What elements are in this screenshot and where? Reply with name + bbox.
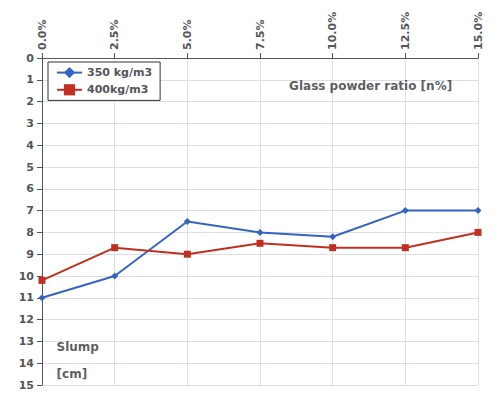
svg-text:10.0%: 10.0%: [326, 12, 339, 50]
svg-text:0: 0: [26, 52, 34, 65]
svg-text:8: 8: [26, 226, 34, 239]
svg-text:1: 1: [26, 73, 34, 86]
svg-text:3: 3: [26, 117, 34, 130]
svg-text:12.5%: 12.5%: [399, 12, 412, 50]
svg-text:15: 15: [19, 379, 34, 392]
svg-text:6: 6: [26, 182, 34, 195]
svg-text:7.5%: 7.5%: [254, 19, 267, 50]
svg-text:Glass powder ratio [n%]: Glass powder ratio [n%]: [289, 79, 452, 93]
svg-text:5.0%: 5.0%: [181, 19, 194, 50]
svg-text:5: 5: [26, 161, 34, 174]
svg-text:Slump: Slump: [57, 340, 100, 354]
svg-text:14: 14: [19, 357, 35, 370]
svg-text:13: 13: [19, 335, 34, 348]
svg-text:10: 10: [19, 270, 35, 283]
svg-text:9: 9: [26, 248, 34, 261]
svg-text:0.0%: 0.0%: [36, 19, 49, 50]
svg-text:[cm]: [cm]: [57, 367, 88, 381]
svg-text:12: 12: [19, 313, 34, 326]
svg-text:350 kg/m3: 350 kg/m3: [87, 66, 152, 79]
svg-text:11: 11: [19, 291, 34, 304]
svg-text:7: 7: [26, 204, 34, 217]
svg-text:2.5%: 2.5%: [108, 19, 121, 50]
svg-text:4: 4: [26, 139, 34, 152]
svg-text:400kg/m3: 400kg/m3: [87, 83, 148, 96]
svg-text:2: 2: [26, 95, 34, 108]
svg-text:15.0%: 15.0%: [472, 12, 485, 50]
